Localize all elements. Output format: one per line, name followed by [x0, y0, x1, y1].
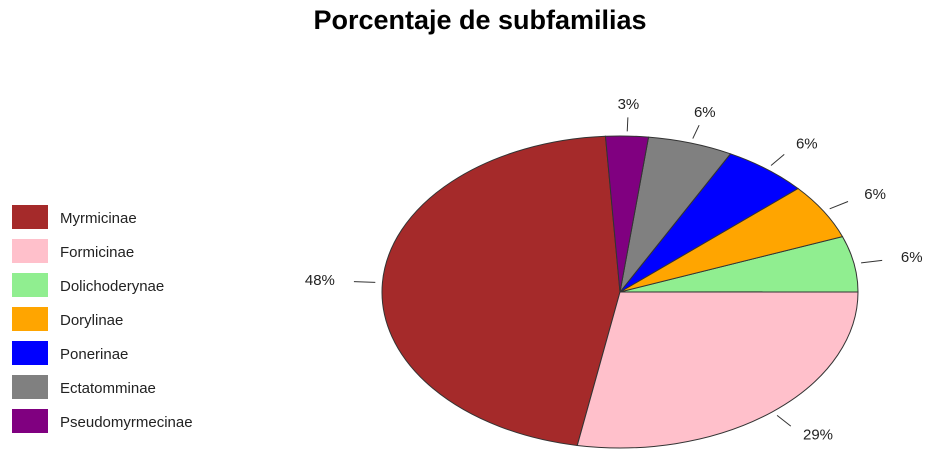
data-label: 6% [901, 249, 923, 266]
leader-line [692, 124, 700, 139]
leader-line [829, 201, 849, 210]
legend-label: Ponerinae [60, 346, 128, 363]
pie-slice [381, 135, 621, 447]
chart-title: Porcentaje de subfamilias [313, 5, 646, 35]
legend-swatch [12, 341, 48, 365]
legend-swatch [12, 273, 48, 297]
legend-label: Formicinae [60, 244, 134, 261]
legend-swatch [12, 375, 48, 399]
legend-label: Pseudomyrmecinae [60, 414, 193, 431]
data-label: 6% [864, 186, 886, 203]
leader-line [776, 414, 792, 427]
legend-swatch [12, 239, 48, 263]
pie-slice [576, 291, 859, 449]
data-label: 48% [305, 272, 335, 289]
leader-line [770, 154, 785, 166]
legend-label: Dolichoderynae [60, 278, 164, 295]
legend-swatch [12, 205, 48, 229]
pie-slice [604, 135, 650, 293]
leader-line [353, 281, 376, 283]
leader-line [861, 259, 883, 264]
data-label: 29% [803, 427, 833, 444]
data-label: 6% [694, 104, 716, 121]
data-label: 6% [796, 136, 818, 153]
leader-line [626, 117, 629, 132]
legend-label: Dorylinae [60, 312, 123, 329]
legend-label: Ectatomminae [60, 380, 156, 397]
legend-swatch [12, 409, 48, 433]
legend-label: Myrmicinae [60, 210, 137, 227]
data-label: 3% [618, 96, 640, 113]
legend-swatch [12, 307, 48, 331]
